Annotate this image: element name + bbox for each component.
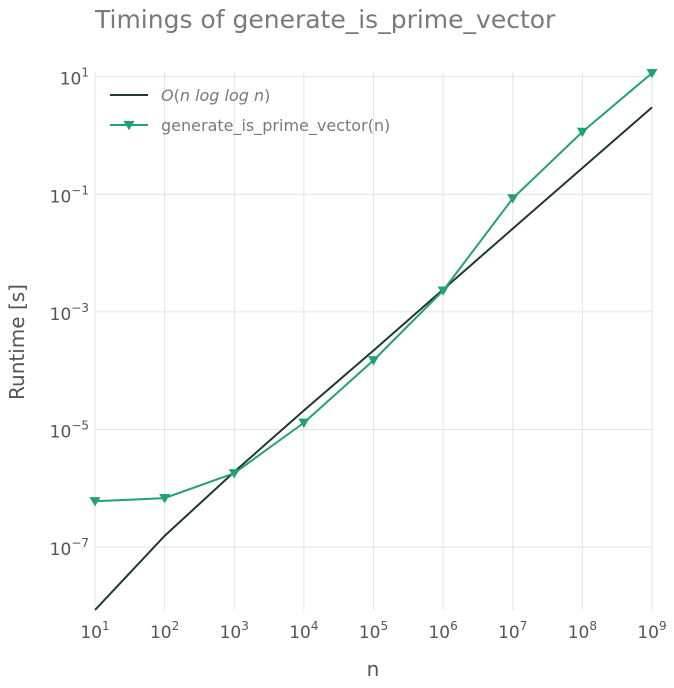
y-tick-exponent: −1: [71, 183, 89, 197]
x-tick-exponent: 3: [241, 619, 249, 633]
series-line: [94, 106, 653, 611]
y-tick-exponent: −7: [71, 536, 89, 550]
x-tick-label: 106: [428, 619, 457, 643]
x-tick-exponent: 4: [311, 619, 319, 633]
x-tick-base: 10: [568, 623, 590, 643]
data-point-marker: [576, 127, 588, 138]
y-tick-label: 10−5: [50, 418, 89, 442]
data-point-marker: [507, 194, 519, 204]
x-tick-base: 10: [220, 623, 242, 643]
x-tick-label: 104: [289, 619, 318, 643]
x-tick-label: 107: [498, 619, 527, 643]
chart-title: Timings of generate_is_prime_vector: [94, 5, 556, 34]
x-tick-base: 10: [289, 623, 311, 643]
data-point-marker: [228, 469, 240, 479]
grid: [94, 72, 653, 610]
legend-label: O(n log log n): [161, 86, 270, 105]
series-layer: [89, 68, 658, 611]
y-tick-base: 10: [50, 422, 72, 442]
y-tick-base: 10: [50, 305, 72, 325]
x-axis-ticks: 101 102 103 104 105 106 107 108 109: [80, 619, 666, 643]
x-axis-label: n: [367, 657, 380, 681]
x-tick-exponent: 5: [381, 619, 389, 633]
y-axis-label: Runtime [s]: [5, 284, 29, 400]
x-tick-exponent: 9: [659, 619, 667, 633]
data-point-marker: [298, 418, 310, 428]
legend-item: generate_is_prime_vector(n): [110, 116, 390, 136]
legend: O(n log log n) generate_is_prime_vector(n…: [110, 86, 390, 136]
y-tick-exponent: 1: [81, 66, 89, 80]
data-point-marker: [646, 68, 658, 79]
x-tick-label: 105: [359, 619, 388, 643]
x-tick-exponent: 8: [589, 619, 597, 633]
series-reference-line: [94, 106, 653, 611]
y-tick-base: 10: [50, 187, 72, 207]
data-point-marker: [159, 493, 171, 504]
legend-swatch-marker: [123, 120, 135, 131]
y-tick-label: 101: [60, 66, 89, 90]
x-tick-label: 102: [150, 619, 179, 643]
x-tick-base: 10: [359, 623, 381, 643]
x-tick-exponent: 6: [450, 619, 458, 633]
x-tick-base: 10: [150, 623, 172, 643]
x-tick-label: 101: [80, 619, 109, 643]
x-tick-exponent: 2: [172, 619, 180, 633]
y-tick-base: 10: [60, 70, 82, 90]
x-tick-base: 10: [428, 623, 450, 643]
data-point-marker: [368, 356, 379, 366]
series-measured-timings: [89, 68, 658, 507]
data-point-marker: [437, 286, 449, 296]
y-tick-exponent: −5: [71, 418, 89, 432]
x-tick-base: 10: [80, 623, 102, 643]
y-tick-label: 10−7: [50, 536, 89, 560]
x-tick-exponent: 1: [102, 619, 110, 633]
y-tick-exponent: −3: [71, 301, 89, 315]
data-point-marker: [89, 497, 101, 507]
legend-item: O(n log log n): [110, 86, 270, 105]
x-tick-base: 10: [498, 623, 520, 643]
y-tick-label: 10−1: [50, 183, 89, 207]
x-tick-label: 108: [568, 619, 597, 643]
x-tick-base: 10: [637, 623, 659, 643]
x-tick-label: 109: [637, 619, 666, 643]
legend-label: generate_is_prime_vector(n): [161, 116, 390, 136]
y-tick-base: 10: [50, 540, 72, 560]
x-tick-label: 103: [220, 619, 249, 643]
y-tick-label: 10−3: [50, 301, 89, 325]
x-tick-exponent: 7: [520, 619, 528, 633]
